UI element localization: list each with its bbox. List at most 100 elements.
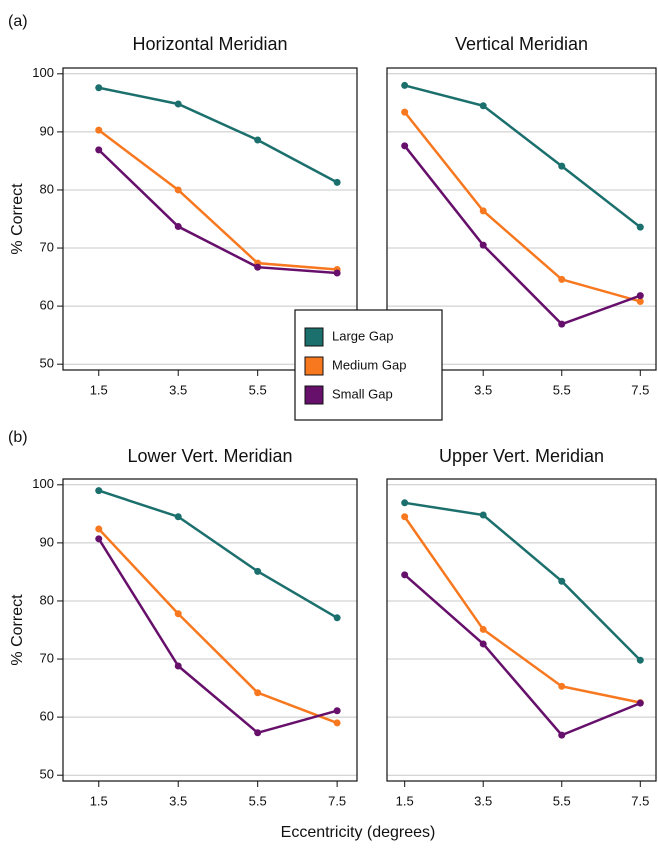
- data-point: [333, 614, 341, 622]
- plot-frame: [386, 67, 657, 371]
- panel-label: (b): [8, 429, 28, 446]
- series-line: [98, 129, 338, 271]
- legend-label: Medium Gap: [332, 357, 406, 372]
- y-axis-label: % Correct: [9, 183, 26, 255]
- data-point: [558, 162, 566, 170]
- x-axis-label: Eccentricity (degrees): [281, 824, 436, 841]
- panel-title: Lower Vert. Meridian: [127, 446, 292, 466]
- data-point: [95, 146, 103, 154]
- y-tick-label: 60: [40, 709, 54, 724]
- y-tick-label: 80: [40, 181, 54, 196]
- x-tick-label: 5.5: [553, 793, 571, 808]
- x-tick-label: 1.5: [396, 793, 414, 808]
- data-point: [636, 223, 644, 231]
- data-point: [401, 108, 409, 116]
- data-point: [401, 81, 409, 89]
- data-point: [401, 513, 409, 521]
- y-tick-label: 50: [40, 767, 54, 782]
- legend-label: Small Gap: [332, 386, 393, 401]
- y-tick-label: 100: [32, 65, 54, 80]
- x-tick-label: 3.5: [474, 382, 492, 397]
- y-tick-label: 80: [40, 592, 54, 607]
- x-tick-label: 5.5: [553, 382, 571, 397]
- data-point: [479, 207, 487, 215]
- data-point: [174, 223, 182, 231]
- data-point: [636, 292, 644, 300]
- data-point: [95, 487, 103, 495]
- x-tick-label: 3.5: [169, 382, 187, 397]
- series-line: [98, 86, 338, 184]
- data-point: [174, 513, 182, 521]
- legend-swatch: [304, 385, 324, 405]
- legend-swatch: [304, 327, 324, 347]
- data-point: [254, 567, 262, 575]
- panel-title: Upper Vert. Meridian: [439, 446, 604, 466]
- y-tick-label: 90: [40, 534, 54, 549]
- data-point: [401, 142, 409, 150]
- x-tick-label: 3.5: [474, 793, 492, 808]
- series-line: [403, 516, 641, 704]
- series-line: [403, 573, 641, 737]
- data-point: [636, 656, 644, 664]
- data-point: [174, 186, 182, 194]
- series-line: [97, 148, 338, 275]
- data-point: [95, 84, 103, 92]
- data-point: [479, 640, 487, 648]
- x-tick-label: 5.5: [249, 793, 267, 808]
- x-tick-label: 1.5: [90, 793, 108, 808]
- plot-frame: [62, 67, 358, 371]
- y-tick-label: 60: [40, 298, 54, 313]
- data-point: [174, 610, 182, 618]
- data-point: [254, 689, 262, 697]
- panel-title: Horizontal Meridian: [132, 34, 287, 54]
- data-point: [174, 662, 182, 670]
- data-point: [401, 571, 409, 579]
- x-tick-label: 5.5: [249, 382, 267, 397]
- data-point: [479, 102, 487, 110]
- data-point: [636, 699, 644, 707]
- y-tick-label: 70: [40, 239, 54, 254]
- data-point: [95, 525, 103, 533]
- data-point: [401, 499, 409, 507]
- data-point: [333, 707, 341, 715]
- legend-label: Large Gap: [332, 328, 393, 343]
- x-tick-label: 7.5: [328, 793, 346, 808]
- y-tick-label: 70: [40, 650, 54, 665]
- data-point: [479, 625, 487, 633]
- series-line: [97, 538, 338, 735]
- plot-frame: [386, 478, 657, 782]
- data-point: [254, 136, 262, 144]
- data-point: [333, 178, 341, 186]
- data-point: [254, 729, 262, 737]
- series-line: [98, 489, 338, 619]
- series-line: [404, 501, 642, 662]
- plot-frame: [62, 478, 358, 782]
- data-point: [479, 511, 487, 519]
- series-line: [97, 528, 338, 725]
- y-tick-label: 100: [32, 476, 54, 491]
- y-tick-label: 90: [40, 123, 54, 138]
- series-line: [403, 111, 641, 303]
- data-point: [558, 731, 566, 739]
- series-line: [403, 145, 641, 326]
- data-point: [333, 719, 341, 727]
- panel-title: Vertical Meridian: [455, 34, 588, 54]
- y-axis-label: % Correct: [9, 594, 26, 666]
- data-point: [95, 535, 103, 543]
- data-point: [174, 100, 182, 108]
- series-line: [404, 84, 642, 229]
- legend-swatch: [304, 356, 324, 376]
- x-tick-label: 1.5: [90, 382, 108, 397]
- x-tick-label: 7.5: [631, 793, 649, 808]
- data-point: [636, 297, 644, 305]
- data-point: [558, 577, 566, 585]
- data-point: [333, 269, 341, 277]
- data-point: [479, 241, 487, 249]
- x-tick-label: 7.5: [631, 382, 649, 397]
- data-point: [254, 263, 262, 271]
- data-point: [558, 320, 566, 328]
- data-point: [558, 275, 566, 283]
- data-point: [95, 126, 103, 134]
- x-tick-label: 3.5: [169, 793, 187, 808]
